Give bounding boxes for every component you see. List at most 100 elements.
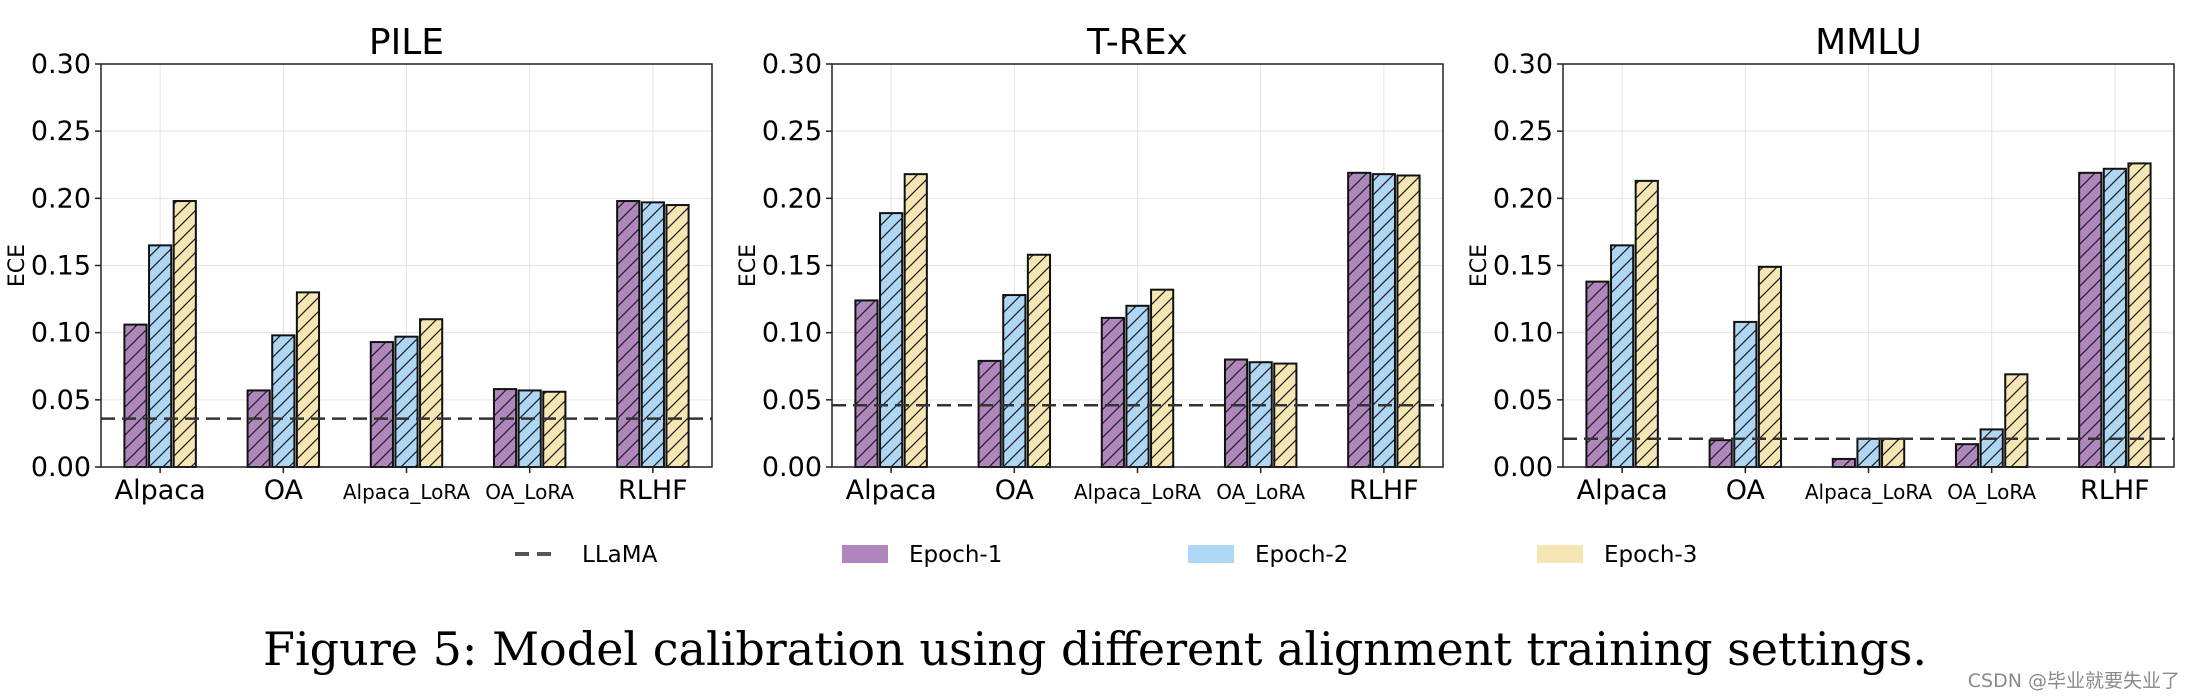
chart-title: PILE [369,22,444,63]
y-tick-label: 0.30 [31,49,91,80]
y-tick-label: 0.05 [1493,385,1553,416]
bar [665,204,690,469]
chart-mmlu: 0.00 0.05 0.10 0.15 0.20 0.25 0.30 Alpaca OA Alpa… [1467,22,2175,506]
legend-label: Epoch-1 [909,542,1002,568]
legend-item-llama: LLaMA [515,542,658,568]
bar [1248,361,1273,468]
y-tick-label: 0.30 [1493,49,1553,80]
chart-pile: 0.00 0.05 0.10 0.15 0.20 0.25 0.30 Alpaca OA Alpa… [5,22,713,506]
bar [2102,167,2127,468]
bar [977,359,1002,469]
y-tick-label: 0.25 [1493,116,1553,147]
bar [369,341,394,469]
figure-caption: Figure 5: Model calibration using differ… [263,622,1927,676]
bar [879,212,904,468]
legend-item-epoch-3: Epoch-3 [1537,542,1697,568]
bar [1610,244,1635,468]
x-tick-label: OA_LoRA [485,480,574,504]
x-tick-label: RLHF [2080,475,2150,506]
y-tick-label: 0.15 [762,251,822,282]
x-tick-label: RLHF [618,475,688,506]
bar [903,173,928,469]
bar [517,389,542,468]
bar [1856,437,1881,469]
y-tick-label: 0.05 [762,385,822,416]
bar [1757,265,1783,468]
legend-item-epoch-2: Epoch-2 [1188,542,1348,568]
bar [1634,179,1659,468]
x-tick-label: OA_LoRA [1216,480,1305,504]
bar [1954,443,1980,468]
chart-title: T-REx [1086,22,1188,63]
y-axis-label: ECE [1467,244,1492,287]
x-tick-label: Alpaca_LoRA [343,480,471,504]
y-tick-label: 0.15 [31,251,91,282]
bar [2004,373,2029,468]
bar [616,200,641,469]
bar [295,291,321,468]
y-axis-label: ECE [5,244,30,287]
legend-swatch [1188,545,1234,563]
bar [394,335,419,468]
bar [640,201,665,468]
bar [1347,171,1372,468]
bar [419,318,444,468]
x-tick-label: Alpaca_LoRA [1805,480,1933,504]
bar [123,323,148,468]
x-tick-label: Alpaca [115,475,206,506]
y-tick-label: 0.05 [31,385,91,416]
x-tick-label: OA [264,475,304,506]
y-tick-label: 0.25 [762,116,822,147]
legend-item-epoch-1: Epoch-1 [842,542,1002,568]
bar [1979,428,2004,468]
bar [1273,362,1298,468]
y-tick-label: 0.00 [762,452,822,483]
bar [1708,439,1733,468]
bar [1026,253,1052,468]
bar [172,200,197,469]
bar [1831,457,1856,469]
bar [1002,294,1027,469]
y-tick-label: 0.00 [1493,452,1553,483]
legend-label: Epoch-2 [1255,542,1348,568]
bar [2078,171,2103,468]
y-axis-label: ECE [736,244,761,287]
legend-swatch [842,545,888,563]
y-tick-label: 0.20 [762,183,822,214]
bar [1125,304,1150,468]
bar [246,389,271,468]
y-tick-label: 0.15 [1493,251,1553,282]
chart-title: MMLU [1815,22,1922,63]
y-tick-label: 0.20 [31,183,91,214]
bar [1881,437,1906,469]
bar [148,244,173,468]
x-tick-label: OA_LoRA [1947,480,2036,504]
x-tick-label: Alpaca [846,475,937,506]
x-tick-label: Alpaca [1577,475,1668,506]
chart-t-rex: 0.00 0.05 0.10 0.15 0.20 0.25 0.30 Alpaca OA Alpa… [736,22,1444,506]
bar [2127,162,2152,468]
x-tick-label: RLHF [1349,475,1419,506]
x-tick-label: OA [1726,475,1766,506]
y-tick-label: 0.25 [31,116,91,147]
bar [1223,358,1249,468]
x-tick-label: OA [995,475,1035,506]
y-tick-label: 0.10 [31,318,91,349]
bar [1150,288,1175,468]
legend-swatch [1537,545,1583,563]
bar [271,334,296,468]
legend-label: LLaMA [582,542,658,568]
y-tick-label: 0.20 [1493,183,1553,214]
bar [1371,173,1396,469]
bar [854,299,879,468]
legend: LLaMA Epoch-1 Epoch-2 Epoch-3 [515,542,1697,568]
bar [1733,320,1758,469]
legend-label: Epoch-3 [1604,542,1697,568]
watermark: CSDN @毕业就要失业了 [1967,670,2180,692]
y-tick-label: 0.30 [762,49,822,80]
bar [492,388,518,468]
x-tick-label: Alpaca_LoRA [1074,480,1202,504]
charts-group: 0.00 0.05 0.10 0.15 0.20 0.25 0.30 Alpaca OA Alpa… [5,22,2175,506]
y-tick-label: 0.10 [1493,318,1553,349]
